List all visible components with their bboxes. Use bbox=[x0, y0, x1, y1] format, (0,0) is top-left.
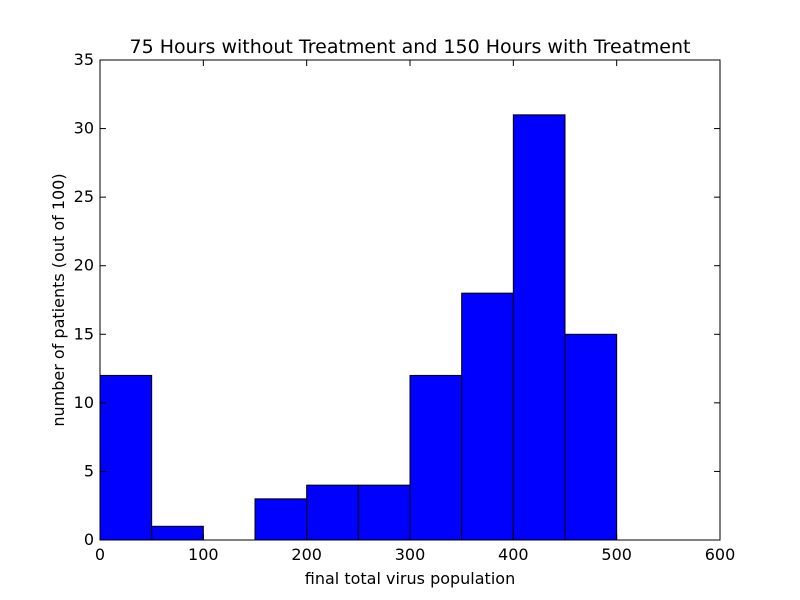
histogram-bar-450-500 bbox=[564, 333, 618, 541]
ticks-layer bbox=[99, 59, 721, 541]
histogram-bar-0-50 bbox=[99, 374, 153, 541]
chart-title: 75 Hours without Treatment and 150 Hours… bbox=[130, 36, 691, 58]
y-tick-label-35: 35 bbox=[74, 50, 94, 69]
x-tick-label-200: 200 bbox=[291, 545, 322, 564]
bars-layer bbox=[99, 114, 618, 541]
histogram-bar-200-250 bbox=[306, 484, 359, 541]
y-axis-label: number of patients (out of 100) bbox=[49, 173, 68, 426]
x-axis-label: final total virus population bbox=[305, 569, 515, 588]
y-tick-label-20: 20 bbox=[74, 256, 94, 275]
y-tick-label-0: 0 bbox=[84, 530, 94, 549]
x-tick-label-600: 600 bbox=[705, 545, 736, 564]
histogram-bar-50-100 bbox=[151, 525, 204, 541]
y-tick-label-30: 30 bbox=[74, 119, 94, 138]
y-tick-label-25: 25 bbox=[74, 187, 94, 206]
histogram-bar-350-400 bbox=[461, 292, 514, 541]
x-tick-label-300: 300 bbox=[395, 545, 426, 564]
y-tick-label-5: 5 bbox=[84, 461, 94, 480]
histogram-bar-250-300 bbox=[357, 484, 411, 541]
histogram-bar-300-350 bbox=[409, 374, 463, 541]
tick-labels-layer: 0 100 200 300 400 500 600 0 5 10 15 20 25 30 35 bbox=[74, 50, 736, 564]
histogram-bar-400-450 bbox=[512, 114, 566, 541]
x-tick-label-100: 100 bbox=[188, 545, 219, 564]
x-tick-label-400: 400 bbox=[498, 545, 529, 564]
x-tick-label-0: 0 bbox=[95, 545, 105, 564]
x-tick-label-500: 500 bbox=[601, 545, 632, 564]
histogram-bar-150-200 bbox=[254, 498, 308, 541]
y-tick-label-10: 10 bbox=[74, 393, 94, 412]
y-tick-label-15: 15 bbox=[74, 324, 94, 343]
